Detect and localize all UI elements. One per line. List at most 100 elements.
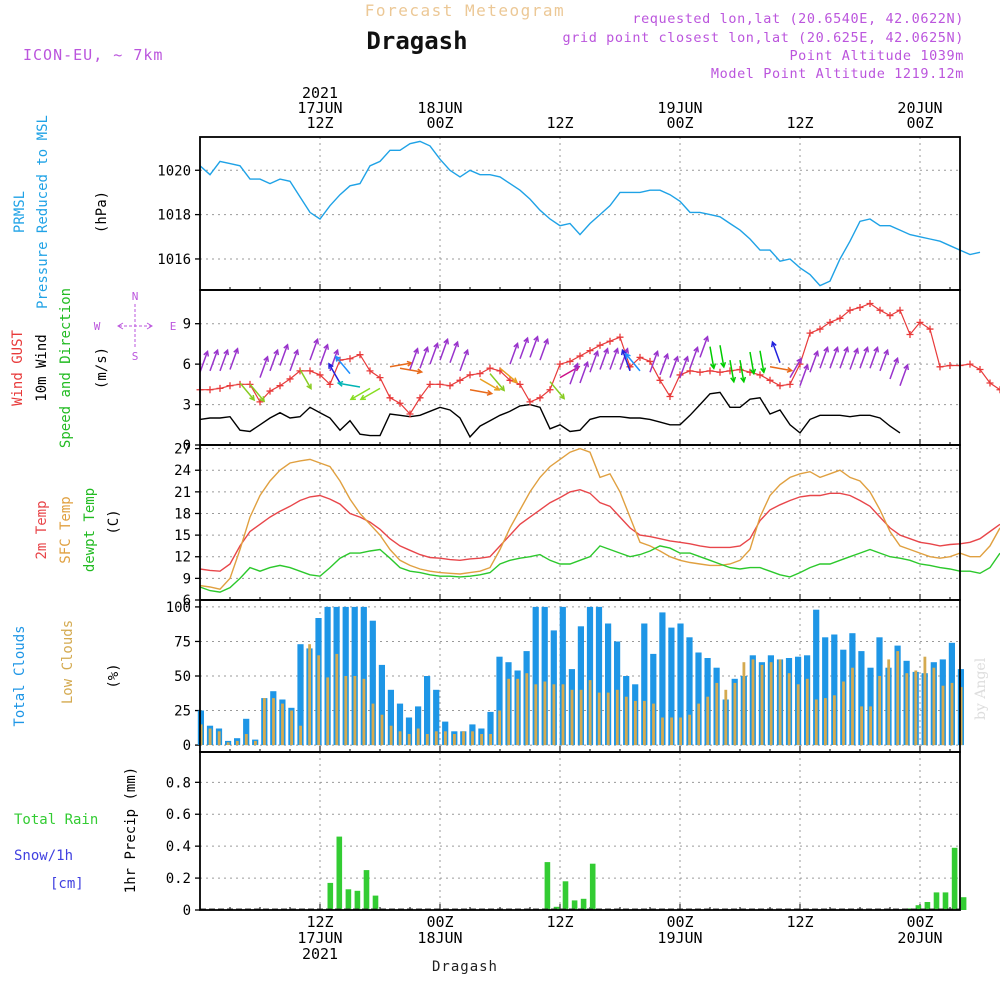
- total-cloud-bar: [605, 623, 612, 746]
- wind-direction-arrow: [479, 378, 501, 391]
- rain-bar: [544, 862, 551, 910]
- y-tick-label: 0.4: [166, 839, 191, 855]
- wind-direction-arrow: [289, 348, 300, 372]
- gust-marker: [706, 367, 714, 375]
- y-tick-label: 3: [183, 398, 191, 414]
- low-cloud-bar: [398, 731, 402, 746]
- y-tick-label: 0: [183, 903, 191, 919]
- total-cloud-bar: [396, 703, 404, 746]
- wind-direction-arrow: [529, 335, 540, 358]
- temperature-panel: 6 9 12 15 18 21 24 27 2m Temp SFC Temp dewpt Temp (…: [34, 442, 1000, 609]
- gust-marker: [606, 337, 614, 345]
- wind-panel: 0 3 6 9 Wind GUST 10m Wind Speed and Direction…: [10, 288, 1000, 454]
- top-time-label: 12Z: [786, 114, 813, 132]
- gust-marker: [556, 360, 564, 368]
- wind-direction-arrow: [619, 347, 630, 370]
- low-cloud-bar: [498, 710, 501, 745]
- y-tick-label: 6: [183, 593, 191, 609]
- low-cloud-bar: [272, 698, 275, 746]
- low-cloud-bar: [670, 717, 673, 746]
- low-cloud-bar: [525, 673, 529, 746]
- gust-marker: [986, 379, 994, 387]
- gust-marker: [476, 370, 484, 378]
- low-cloud-bar: [905, 673, 909, 746]
- low-cloud-bar: [624, 696, 628, 746]
- wind-direction-arrow: [799, 363, 810, 386]
- pressure-line: [199, 140, 981, 287]
- wind-direction-arrow: [309, 337, 320, 361]
- rain-bar: [960, 897, 967, 910]
- low-cloud-bar: [235, 740, 239, 745]
- top-time-label: 18JUN: [417, 99, 462, 117]
- gust-marker: [896, 306, 904, 314]
- wind-direction-arrow: [679, 355, 690, 378]
- low-cloud-bar: [787, 673, 791, 746]
- wind-direction-arrow: [439, 337, 450, 361]
- wind-direction-arrow: [299, 369, 312, 390]
- low-cloud-bar: [769, 662, 773, 746]
- gust-marker: [596, 341, 604, 349]
- gust-marker: [396, 399, 404, 407]
- rain-bar: [580, 898, 587, 910]
- clouds-unit: (%): [106, 663, 122, 688]
- low-cloud-bar: [353, 676, 357, 746]
- gust-marker: [756, 371, 764, 379]
- wind-direction-arrow: [839, 346, 850, 369]
- y-tick-label: 0.6: [166, 807, 191, 823]
- low-cloud-bar: [362, 678, 366, 746]
- wind-direction-arrow: [409, 347, 420, 370]
- low-cloud-bar: [597, 692, 601, 746]
- gust-marker: [906, 330, 914, 338]
- wind-direction-arrow: [334, 355, 351, 375]
- gust-marker: [716, 368, 724, 376]
- low-cloud-bar: [480, 734, 483, 746]
- total-cloud-bar: [369, 620, 376, 746]
- gust-marker: [786, 380, 794, 388]
- low-cloud-bar: [335, 653, 339, 746]
- y-tick-label: 15: [174, 528, 191, 544]
- low-cloud-bar: [824, 698, 827, 746]
- gust-marker: [406, 410, 414, 418]
- gust-marker: [586, 347, 594, 355]
- wind-direction-arrow: [419, 346, 430, 369]
- total-cloud-bar: [405, 717, 413, 746]
- compass-e: E: [170, 320, 177, 333]
- total-cloud-bar: [532, 606, 539, 746]
- wind-direction-arrow: [539, 337, 550, 361]
- wind-direction-arrow: [719, 345, 727, 369]
- rain-bar: [924, 902, 931, 910]
- low-cloud-bar: [299, 725, 302, 745]
- bottom-time-label: 20JUN: [897, 929, 942, 947]
- low-cloud-bar: [208, 728, 212, 746]
- low-cloud-bar: [389, 725, 393, 745]
- low-cloud-bar: [308, 644, 311, 746]
- credit-watermark: by Angel: [973, 657, 989, 720]
- total-cloud-bar: [813, 609, 820, 746]
- wind-direction-arrow: [239, 382, 256, 402]
- rain-bar: [589, 863, 596, 910]
- low-cloud-bar: [941, 685, 945, 746]
- gust-marker: [276, 382, 284, 390]
- total-cloud-bar: [577, 626, 584, 746]
- panel-frame: [199, 751, 961, 911]
- low-cloud-bar: [199, 724, 203, 746]
- gust-marker: [216, 384, 224, 392]
- y-tick-label: 75: [174, 634, 191, 650]
- precip-ylabel: 1hr Precip (mm): [123, 767, 139, 893]
- rain-bar: [571, 900, 578, 910]
- y-tick-label: 1020: [157, 163, 191, 179]
- dewpoint-line: [199, 545, 1000, 593]
- wind-direction-arrow: [319, 343, 330, 366]
- total-cloud-bar: [831, 634, 838, 745]
- low-cloud-bar: [932, 667, 936, 746]
- gust-marker: [376, 374, 384, 382]
- rain-bar: [942, 892, 949, 910]
- gust-marker: [226, 382, 234, 390]
- y-tick-label: 0.2: [166, 871, 191, 887]
- wind-direction-arrow: [469, 388, 494, 396]
- rain-label: Total Rain: [14, 812, 98, 828]
- gust-marker: [646, 357, 654, 365]
- low-cloud-bar: [914, 670, 918, 746]
- low-cloud-bar: [371, 703, 375, 746]
- low-cloud-bar: [652, 703, 655, 746]
